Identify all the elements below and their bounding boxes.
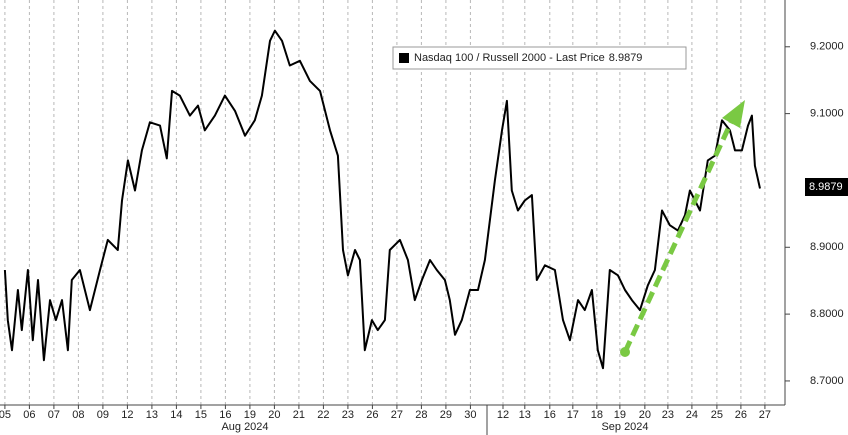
x-tick-label: 22 <box>317 409 329 421</box>
trend-arrow <box>620 100 745 357</box>
x-tick-label: 23 <box>662 409 674 421</box>
month-label: Sep 2024 <box>601 421 648 433</box>
trend-line <box>622 116 736 354</box>
x-tick-label: 12 <box>497 409 509 421</box>
x-tick-label: 09 <box>97 409 109 421</box>
legend-box <box>392 46 687 70</box>
x-tick-label: 25 <box>711 409 723 421</box>
x-tick-label: 23 <box>342 409 354 421</box>
y-tick-label: 8.8000 <box>810 308 844 320</box>
x-tick-label: 18 <box>591 409 603 421</box>
month-label: Aug 2024 <box>221 421 268 433</box>
y-tick-label: 9.1000 <box>810 108 844 120</box>
x-tick-label: 16 <box>544 409 556 421</box>
x-tick-label: 27 <box>759 409 771 421</box>
legend-label: Nasdaq 100 / Russell 2000 - Last Price <box>414 52 605 64</box>
legend: Nasdaq 100 / Russell 2000 - Last Price 8… <box>392 46 687 70</box>
legend-value: 8.9879 <box>609 52 643 64</box>
y-tick-label: 8.7000 <box>810 375 844 387</box>
x-tick-label: 07 <box>48 409 60 421</box>
x-tick-label: 08 <box>72 409 84 421</box>
last-price-tag <box>805 178 848 196</box>
x-tick-label: 06 <box>23 409 35 421</box>
x-tick-label: 29 <box>440 409 452 421</box>
x-tick-label: 15 <box>195 409 207 421</box>
x-tick-label: 13 <box>146 409 158 421</box>
series <box>3 29 761 370</box>
x-tick-label: 26 <box>366 409 378 421</box>
x-tick-label: 27 <box>391 409 403 421</box>
x-tick-label: 17 <box>567 409 579 421</box>
x-tick-label: 21 <box>293 409 305 421</box>
x-tick-label: 24 <box>686 409 698 421</box>
arrow-start <box>620 347 630 357</box>
x-tick-label: 20 <box>268 409 280 421</box>
y-tick-label: 9.2000 <box>810 41 844 53</box>
x-tick-label: 14 <box>170 409 182 421</box>
price-line <box>3 29 761 370</box>
x-tick-label: 28 <box>415 409 427 421</box>
x-tick-label: 30 <box>464 409 476 421</box>
y-tick-label: 8.9000 <box>810 241 844 253</box>
arrow-head <box>722 100 745 128</box>
legend-swatch <box>399 53 409 63</box>
last-price-label: 8.9879 <box>809 181 843 193</box>
x-tick-label: 12 <box>121 409 133 421</box>
x-tick-label: 19 <box>244 409 256 421</box>
x-tick-label: 19 <box>614 409 626 421</box>
x-tick-label: 16 <box>219 409 231 421</box>
x-tick-label: 20 <box>639 409 651 421</box>
x-tick-label: 26 <box>735 409 747 421</box>
x-tick-label: 13 <box>519 409 531 421</box>
x-tick-label: 05 <box>0 409 11 421</box>
